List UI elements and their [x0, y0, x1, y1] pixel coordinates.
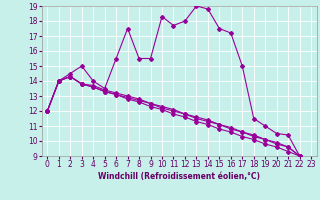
X-axis label: Windchill (Refroidissement éolien,°C): Windchill (Refroidissement éolien,°C)	[98, 172, 260, 181]
